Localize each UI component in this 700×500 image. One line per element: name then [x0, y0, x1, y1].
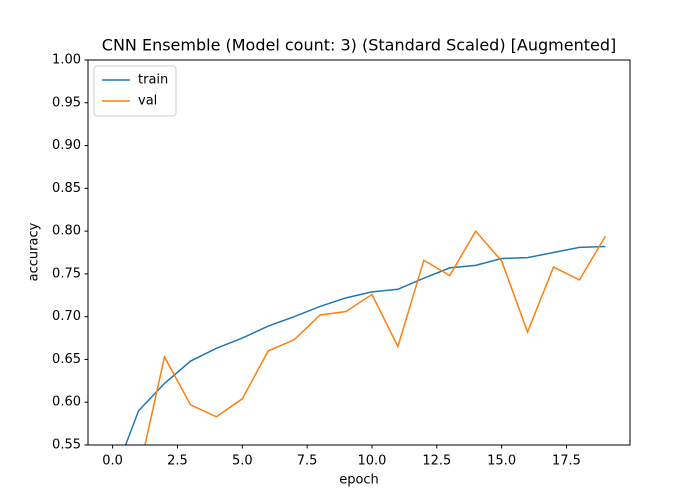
- x-tick-label: 10.0: [357, 454, 386, 469]
- legend-box: [93, 65, 177, 117]
- line-series: [144, 229, 607, 445]
- y-tick-label: 0.60: [52, 395, 81, 410]
- y-axis-label: accuracy: [27, 222, 42, 281]
- y-tick-label: 0.80: [52, 224, 81, 239]
- chart-title: CNN Ensemble (Model count: 3) (Standard …: [102, 36, 616, 55]
- x-tick-label: 15.0: [487, 454, 516, 469]
- y-tick-label: 0.90: [52, 138, 81, 153]
- y-tick-label: 0.75: [52, 266, 81, 281]
- y-tick-label: 0.70: [52, 309, 81, 324]
- x-tick-label: 12.5: [422, 454, 451, 469]
- x-tick-label: 5.0: [232, 454, 253, 469]
- y-tick-label: 0.55: [52, 438, 81, 453]
- x-axis-label: epoch: [339, 473, 379, 488]
- y-tick-label: 0.65: [52, 352, 81, 367]
- axes-frame: [87, 59, 631, 446]
- legend-label: train: [138, 73, 168, 88]
- legend-label: val: [138, 94, 157, 109]
- plot-area: [124, 229, 607, 445]
- y-tick-label: 0.85: [52, 181, 81, 196]
- x-tick-label: 17.5: [552, 454, 581, 469]
- x-tick-label: 7.5: [297, 454, 318, 469]
- line-series: [124, 245, 606, 445]
- x-tick-label: 2.5: [167, 454, 188, 469]
- y-tick-label: 1.00: [52, 53, 81, 68]
- y-tick-label: 0.95: [52, 95, 81, 110]
- x-tick-label: 0.0: [102, 454, 123, 469]
